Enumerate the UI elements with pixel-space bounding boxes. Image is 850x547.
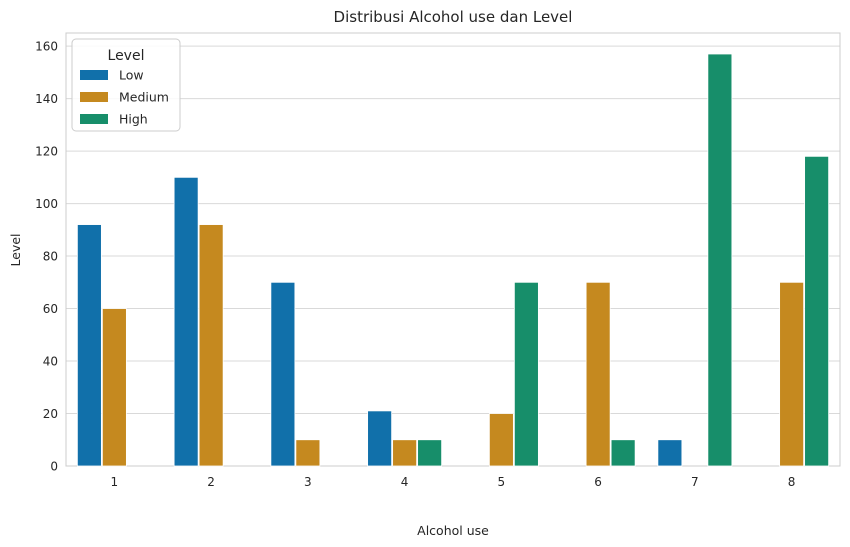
x-tick-label: 7 xyxy=(691,475,699,489)
y-tick-label: 40 xyxy=(43,355,58,369)
bar-high-6 xyxy=(610,439,636,467)
x-tick-label: 3 xyxy=(304,475,312,489)
bars xyxy=(76,53,830,467)
legend-label-medium: Medium xyxy=(119,90,169,105)
legend: Level Low Medium High xyxy=(71,38,181,132)
bar-medium-4 xyxy=(392,439,418,467)
legend-swatch-high xyxy=(80,114,108,124)
bar-high-4 xyxy=(417,439,443,467)
y-tick-label: 20 xyxy=(43,407,58,421)
y-tick-label: 80 xyxy=(43,250,58,264)
bar-low-2 xyxy=(173,176,199,467)
bar-low-7 xyxy=(657,439,683,467)
y-axis: 0 20 40 60 80 100 120 140 160 xyxy=(35,40,58,474)
bar-high-5 xyxy=(513,281,539,467)
y-axis-label: Level xyxy=(8,234,23,267)
y-tick-label: 60 xyxy=(43,302,58,316)
y-tick-label: 160 xyxy=(35,40,58,54)
bar-medium-1 xyxy=(101,308,127,467)
legend-swatch-low xyxy=(80,70,108,80)
bar-medium-6 xyxy=(585,281,611,467)
legend-title: Level xyxy=(108,48,145,64)
x-tick-label: 4 xyxy=(401,475,409,489)
y-tick-label: 100 xyxy=(35,197,58,211)
bar-low-3 xyxy=(270,281,296,467)
y-tick-label: 0 xyxy=(50,460,58,474)
bar-high-7 xyxy=(707,53,733,467)
legend-label-low: Low xyxy=(119,68,144,83)
y-tick-label: 120 xyxy=(35,145,58,159)
legend-label-high: High xyxy=(119,112,148,127)
bar-low-1 xyxy=(76,224,102,467)
bar-high-8 xyxy=(804,155,830,467)
x-tick-label: 1 xyxy=(111,475,119,489)
y-tick-label: 140 xyxy=(35,92,58,106)
bar-medium-5 xyxy=(488,413,514,467)
legend-swatch-medium xyxy=(80,92,108,102)
x-axis-label: Alcohol use xyxy=(417,523,489,538)
bar-low-4 xyxy=(367,410,393,467)
x-tick-label: 6 xyxy=(594,475,602,489)
bar-medium-3 xyxy=(295,439,321,467)
bar-medium-2 xyxy=(198,224,224,467)
x-tick-label: 2 xyxy=(207,475,215,489)
x-tick-label: 8 xyxy=(788,475,796,489)
plot-area-frame xyxy=(65,32,841,467)
x-tick-label: 5 xyxy=(498,475,506,489)
x-axis: 1 2 3 4 5 6 7 8 xyxy=(111,475,796,489)
legend-frame xyxy=(71,38,181,132)
chart-title: Distribusi Alcohol use dan Level xyxy=(334,8,573,26)
bar-medium-8 xyxy=(779,281,805,467)
